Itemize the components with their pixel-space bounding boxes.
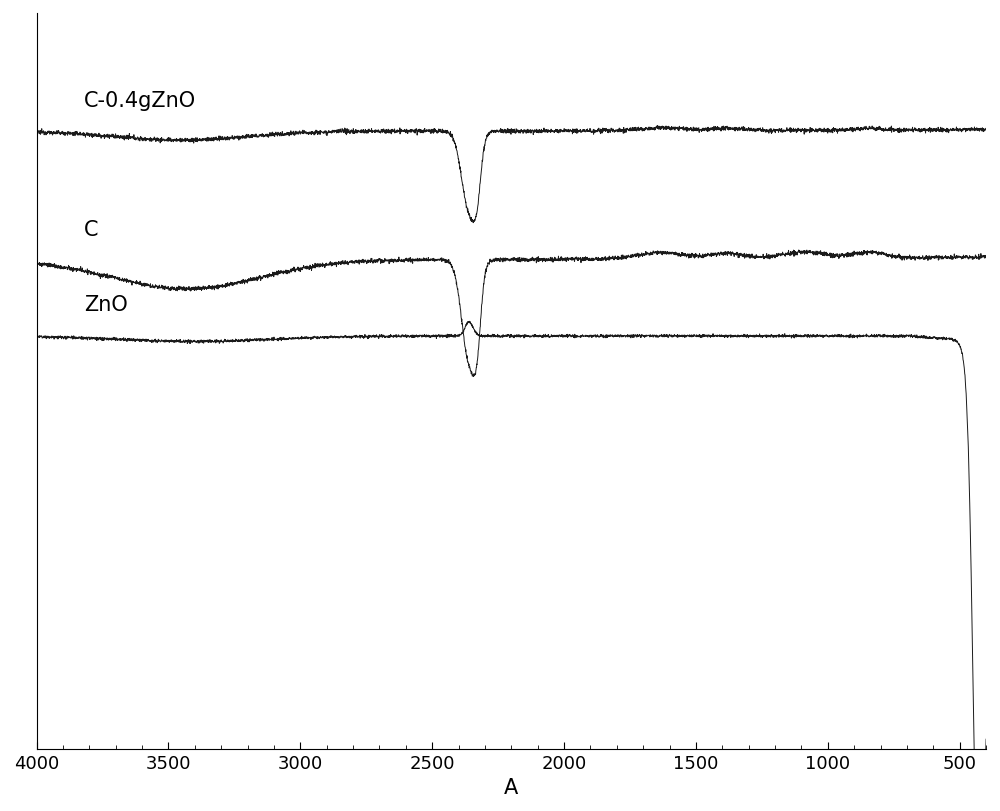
Text: ZnO: ZnO xyxy=(84,295,128,315)
Text: C-0.4gZnO: C-0.4gZnO xyxy=(84,91,196,110)
Text: C: C xyxy=(84,220,98,240)
X-axis label: A: A xyxy=(504,777,518,797)
